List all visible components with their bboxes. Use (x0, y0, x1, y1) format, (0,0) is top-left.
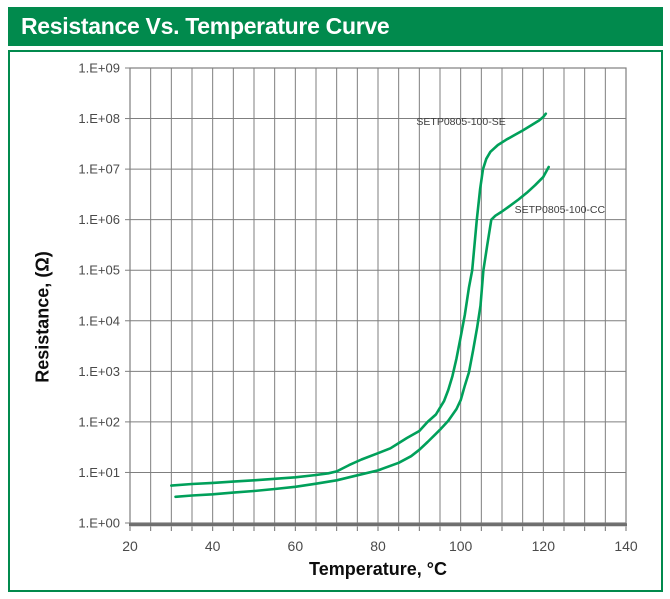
x-axis-title: Temperature, °C (309, 559, 447, 579)
chart-frame (8, 50, 663, 592)
chart-title: Resistance Vs. Temperature Curve (21, 13, 390, 39)
y-axis-title: Resistance, (Ω) (32, 251, 53, 383)
title-bar: Resistance Vs. Temperature Curve (8, 7, 663, 46)
